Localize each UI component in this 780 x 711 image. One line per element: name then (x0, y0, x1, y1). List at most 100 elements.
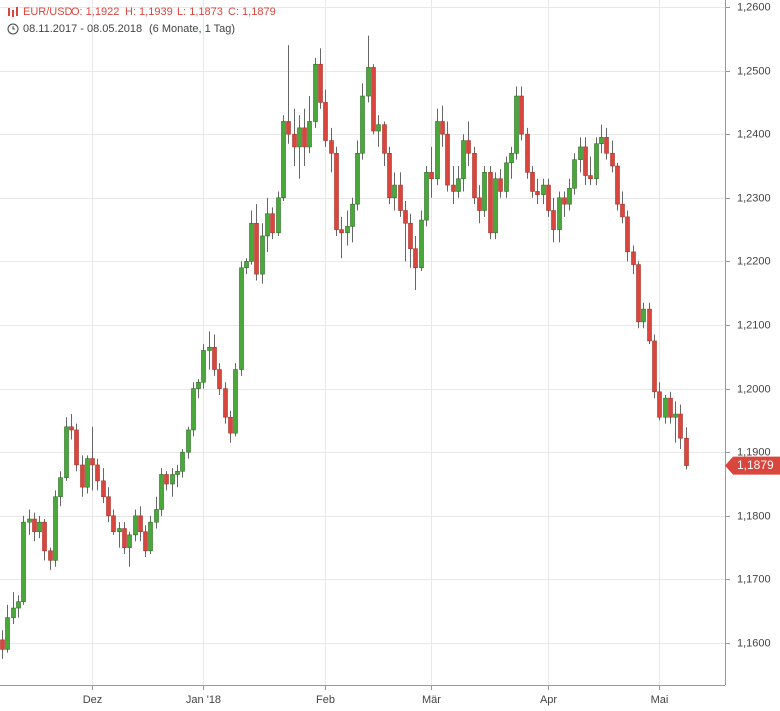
candle-body (509, 152, 514, 164)
candle-body (657, 391, 662, 418)
candle-body (599, 137, 604, 145)
candle-body (0, 639, 5, 650)
candle-body (604, 137, 609, 154)
candle-body (154, 509, 159, 523)
candle-body (175, 470, 180, 475)
candle-body (127, 534, 132, 548)
candle-body (541, 184, 546, 195)
candle-body (668, 397, 673, 418)
candle-body (239, 267, 244, 370)
candle-body (286, 121, 291, 135)
candle-body (339, 229, 344, 234)
candle-body (334, 152, 339, 230)
candle-body (493, 178, 498, 234)
candle-body (16, 601, 21, 609)
y-tick-label: 1,2600 (737, 1, 771, 13)
candle-body (48, 550, 53, 561)
last-price-tag (725, 456, 780, 475)
candle-body (207, 346, 212, 351)
candle-body (111, 515, 116, 533)
candle-body (276, 197, 281, 234)
candle-body (302, 127, 307, 148)
candle-body (636, 264, 641, 323)
candle-body (307, 121, 312, 148)
candle-body (567, 187, 572, 205)
candle-body (578, 146, 583, 160)
candle-body (265, 213, 270, 237)
candle-body (419, 219, 424, 269)
candle-body (557, 197, 562, 230)
candle-body (562, 197, 567, 205)
candle-body (498, 178, 503, 192)
candles (0, 35, 689, 659)
candle-body (292, 133, 297, 148)
candle-body (376, 124, 381, 132)
date-range: 08.11.2017 - 08.05.2018 (23, 23, 142, 35)
candle-body (37, 521, 42, 533)
candle-body (663, 397, 668, 418)
candle-body (32, 518, 37, 533)
quote-open: O: 1,1922 (71, 6, 119, 18)
candle-body (620, 203, 625, 218)
candle-body (403, 210, 408, 224)
clock-icon (7, 23, 19, 35)
candle-body (196, 381, 201, 389)
candle-body (488, 172, 493, 234)
candle-body (504, 162, 509, 192)
candle-body (429, 172, 434, 180)
candle-body (329, 140, 334, 154)
candle-body (588, 175, 593, 180)
candle-body (350, 203, 355, 227)
candle-body (641, 308, 646, 323)
candle-body (684, 437, 689, 466)
symbol: EUR/USD (23, 6, 73, 18)
candle-body (345, 226, 350, 234)
candle-body (371, 67, 376, 132)
candle-body (514, 95, 519, 154)
candle-body (101, 480, 106, 498)
candle-body (180, 451, 185, 472)
candle-body (355, 152, 360, 205)
x-tick-label: Mai (651, 694, 669, 706)
candle-body (27, 518, 32, 523)
candle-body (80, 464, 85, 488)
candle-body (551, 210, 556, 230)
candle-body (260, 235, 265, 275)
candle-body (482, 172, 487, 211)
candle-body (360, 95, 365, 154)
candle-body (451, 184, 456, 192)
candle-body (366, 67, 371, 97)
candle-body (53, 496, 58, 561)
candle-body (392, 184, 397, 199)
candle-body (323, 102, 328, 141)
candle-body (318, 63, 323, 103)
x-tick-label: Jan '18 (186, 694, 221, 706)
x-tick-label: Feb (316, 694, 335, 706)
candle-body (212, 346, 217, 370)
candle-body (95, 464, 100, 482)
candle-body (472, 152, 477, 199)
candle-body (148, 521, 153, 552)
candle-body (398, 184, 403, 211)
candle-body (610, 152, 615, 167)
quote-close: C: 1,1879 (228, 6, 276, 18)
y-tick-label: 1,2500 (737, 65, 771, 77)
candle-body (254, 222, 259, 275)
quote-high: H: 1,1939 (125, 6, 173, 18)
candle-body (382, 124, 387, 154)
candle-body (138, 515, 143, 533)
y-tick-label: 1,1800 (737, 510, 771, 522)
candle-body (69, 426, 74, 431)
candle-body (413, 248, 418, 269)
candle-body (435, 121, 440, 180)
y-tick-label: 1,1900 (737, 446, 771, 458)
candle-body (191, 388, 196, 431)
candle-body (223, 388, 228, 418)
candle-body (106, 496, 111, 517)
candle-body (535, 191, 540, 195)
y-tick-label: 1,2000 (737, 383, 771, 395)
candle-body (233, 369, 238, 434)
candle-body (143, 531, 148, 552)
candle-body (408, 222, 413, 249)
candle-body (217, 369, 222, 389)
